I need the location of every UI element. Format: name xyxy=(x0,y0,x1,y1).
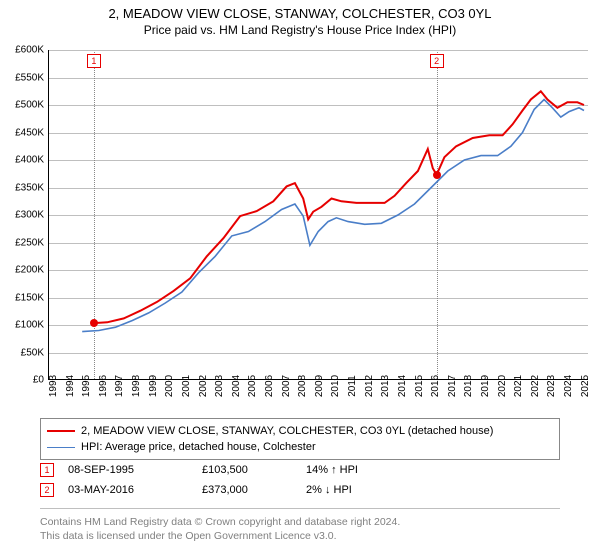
x-axis-label: 2009 xyxy=(314,375,325,397)
attribution: Contains HM Land Registry data © Crown c… xyxy=(40,508,560,543)
legend-label: HPI: Average price, detached house, Colc… xyxy=(81,441,316,453)
transaction-marker: 2 xyxy=(430,54,444,68)
x-axis-label: 1995 xyxy=(81,375,92,397)
x-axis-label: 2019 xyxy=(480,375,491,397)
y-axis-label: £200K xyxy=(0,265,44,276)
legend-row: HPI: Average price, detached house, Colc… xyxy=(47,439,553,455)
series-line xyxy=(94,91,584,323)
transaction-dot xyxy=(90,319,98,327)
x-axis-label: 2025 xyxy=(580,375,591,397)
transaction-date: 08-SEP-1995 xyxy=(68,464,188,476)
y-axis-label: £400K xyxy=(0,155,44,166)
chart-title: 2, MEADOW VIEW CLOSE, STANWAY, COLCHESTE… xyxy=(0,6,600,21)
chart-area: £0 £50K £100K £150K £200K £250K £300K £350K £400… xyxy=(0,50,600,410)
title-block: 2, MEADOW VIEW CLOSE, STANWAY, COLCHESTE… xyxy=(0,0,600,39)
x-axis-label: 2012 xyxy=(364,375,375,397)
y-axis-label: £250K xyxy=(0,237,44,248)
x-axis-label: 2016 xyxy=(430,375,441,397)
x-axis-label: 2013 xyxy=(380,375,391,397)
x-axis-label: 2011 xyxy=(347,375,358,397)
transaction-delta: 14% ↑ HPI xyxy=(306,464,406,476)
x-axis-label: 2002 xyxy=(198,375,209,397)
line-series-svg xyxy=(49,50,589,380)
transaction-delta: 2% ↓ HPI xyxy=(306,484,406,496)
x-axis-label: 2014 xyxy=(397,375,408,397)
y-axis-label: £500K xyxy=(0,100,44,111)
transaction-row-marker: 1 xyxy=(40,463,54,477)
y-axis-label: £550K xyxy=(0,72,44,83)
legend-row: 2, MEADOW VIEW CLOSE, STANWAY, COLCHESTE… xyxy=(47,423,553,439)
x-axis-label: 1999 xyxy=(148,375,159,397)
x-axis-label: 1997 xyxy=(114,375,125,397)
transaction-row: 1 08-SEP-1995 £103,500 14% ↑ HPI xyxy=(40,460,560,480)
attribution-line-1: Contains HM Land Registry data © Crown c… xyxy=(40,515,560,529)
transaction-date: 03-MAY-2016 xyxy=(68,484,188,496)
x-axis-label: 2007 xyxy=(281,375,292,397)
legend: 2, MEADOW VIEW CLOSE, STANWAY, COLCHESTE… xyxy=(40,418,560,460)
transaction-row-marker: 2 xyxy=(40,483,54,497)
series-line xyxy=(82,100,584,332)
y-axis-label: £350K xyxy=(0,182,44,193)
x-axis-label: 1998 xyxy=(131,375,142,397)
x-axis-label: 2000 xyxy=(164,375,175,397)
transaction-row: 2 03-MAY-2016 £373,000 2% ↓ HPI xyxy=(40,480,560,500)
transaction-price: £103,500 xyxy=(202,464,292,476)
legend-swatch xyxy=(47,447,75,448)
transaction-dot xyxy=(433,171,441,179)
y-axis-label: £600K xyxy=(0,45,44,56)
x-axis-label: 1994 xyxy=(65,375,76,397)
x-axis-label: 2015 xyxy=(414,375,425,397)
x-axis-label: 2022 xyxy=(530,375,541,397)
chart-subtitle: Price paid vs. HM Land Registry's House … xyxy=(0,23,600,37)
y-axis-label: £150K xyxy=(0,292,44,303)
attribution-line-2: This data is licensed under the Open Gov… xyxy=(40,529,560,543)
x-axis-label: 2008 xyxy=(297,375,308,397)
x-axis-label: 2017 xyxy=(447,375,458,397)
transaction-table: 1 08-SEP-1995 £103,500 14% ↑ HPI 2 03-MAY-201… xyxy=(40,460,560,500)
x-axis-label: 2001 xyxy=(181,375,192,397)
y-axis-label: £50K xyxy=(0,347,44,358)
chart-container: 2, MEADOW VIEW CLOSE, STANWAY, COLCHESTE… xyxy=(0,0,600,560)
y-axis-label: £300K xyxy=(0,210,44,221)
x-axis-label: 2021 xyxy=(513,375,524,397)
y-axis-label: £100K xyxy=(0,320,44,331)
x-axis-label: 2018 xyxy=(463,375,474,397)
transaction-price: £373,000 xyxy=(202,484,292,496)
y-axis-label: £450K xyxy=(0,127,44,138)
x-axis-label: 2005 xyxy=(247,375,258,397)
x-axis-label: 2003 xyxy=(214,375,225,397)
x-axis-label: 1996 xyxy=(98,375,109,397)
x-axis-label: 1993 xyxy=(48,375,59,397)
legend-swatch xyxy=(47,430,75,432)
x-axis-label: 2006 xyxy=(264,375,275,397)
x-axis-label: 2024 xyxy=(563,375,574,397)
x-axis-label: 2010 xyxy=(330,375,341,397)
legend-label: 2, MEADOW VIEW CLOSE, STANWAY, COLCHESTE… xyxy=(81,425,493,437)
x-axis-label: 2020 xyxy=(497,375,508,397)
y-gridline xyxy=(49,50,588,51)
plot-area: 12 xyxy=(48,50,588,380)
x-axis-label: 2023 xyxy=(546,375,557,397)
x-axis-label: 2004 xyxy=(231,375,242,397)
y-axis-label: £0 xyxy=(0,375,44,386)
transaction-marker: 1 xyxy=(87,54,101,68)
